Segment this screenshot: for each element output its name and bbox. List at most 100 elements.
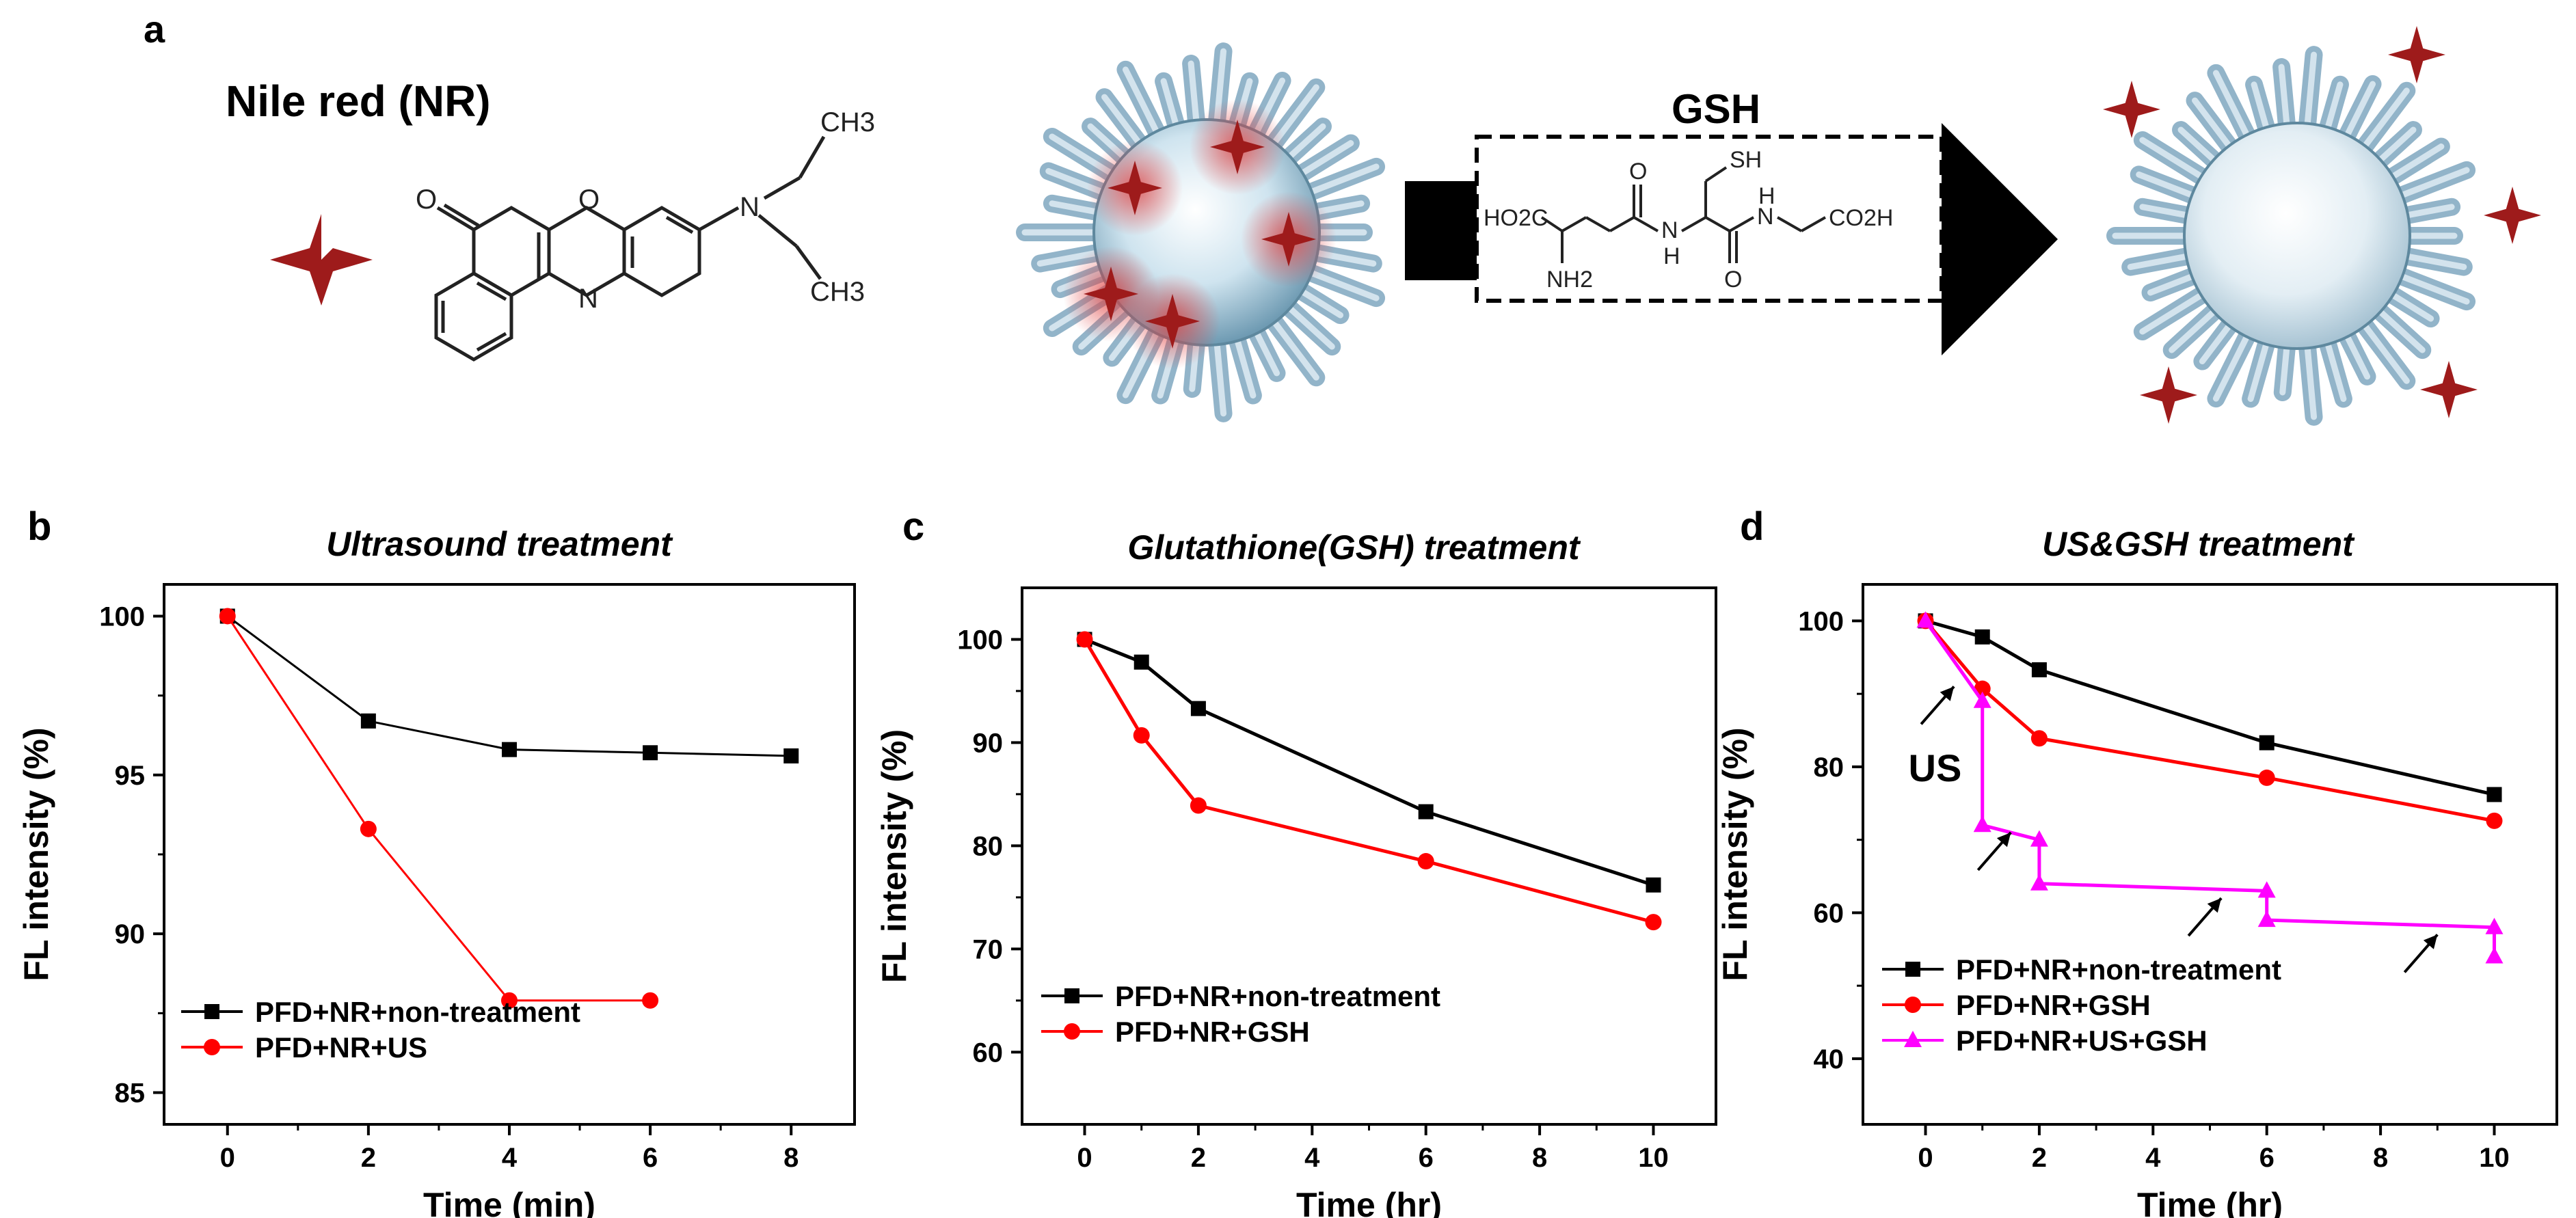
data-point xyxy=(783,748,799,763)
panel-label-c: c xyxy=(902,504,924,549)
y-tick-label: 60 xyxy=(1814,898,1844,928)
legend-label: PFD+NR+non-treatment xyxy=(255,996,580,1028)
legend-marker xyxy=(1905,997,1921,1013)
gsh-o2: O xyxy=(1724,267,1742,293)
gsh-ho2c: HO2C xyxy=(1484,205,1548,231)
data-point xyxy=(2485,947,2504,964)
data-point xyxy=(2485,917,2504,934)
gsh-n2: N xyxy=(1757,204,1774,230)
y-tick-label: 90 xyxy=(115,919,146,949)
y-tick-label: 70 xyxy=(973,934,1004,964)
y-tick-label: 100 xyxy=(957,625,1003,655)
micelle-chain-highlight xyxy=(1265,311,1319,381)
x-axis-label: Time (hr) xyxy=(2137,1186,2283,1218)
panel-a: a Nile red (NR) O N O N CH3 CH3 xyxy=(144,8,2541,426)
gsh-label: GSH xyxy=(1672,86,1760,132)
nr-star-icon xyxy=(1210,120,1265,174)
micelle-chain-highlight xyxy=(2389,269,2470,305)
x-tick-label: 4 xyxy=(1304,1143,1320,1173)
micelle-chain-highlight xyxy=(2139,137,2213,185)
nr-star-icon xyxy=(1261,212,1316,267)
arrow-head-icon xyxy=(2423,934,2438,949)
legend-marker xyxy=(1064,988,1079,1003)
data-point xyxy=(2258,769,2275,786)
data-point xyxy=(502,742,517,757)
nr-star-icon xyxy=(1084,267,1138,321)
data-point xyxy=(2257,881,2276,898)
legend-label: PFD+NR+GSH xyxy=(1956,989,2151,1021)
gsh-o1: O xyxy=(1629,159,1647,185)
series-line xyxy=(1083,638,1654,924)
data-point xyxy=(2257,910,2276,928)
data-point xyxy=(1645,914,1662,931)
micelle-core xyxy=(2183,122,2411,350)
y-tick-label: 60 xyxy=(973,1038,1004,1068)
nr-ring-o: O xyxy=(578,185,600,215)
x-tick-label: 6 xyxy=(1419,1143,1434,1173)
y-axis-label: FL intensity (%) xyxy=(1716,727,1754,981)
x-tick-label: 2 xyxy=(2032,1143,2047,1173)
nr-ch3-top: CH3 xyxy=(820,107,875,137)
gsh-h2: H xyxy=(1758,183,1775,209)
gsh-n1: N xyxy=(1661,217,1678,243)
nile-red-star-icon xyxy=(270,214,373,306)
micelle-chain-highlight xyxy=(2389,167,2470,202)
arrow-head-icon xyxy=(2207,898,2222,913)
gsh-nh2: NH2 xyxy=(1546,267,1593,293)
data-point xyxy=(1418,804,1434,820)
nr-amine-n: N xyxy=(740,192,760,222)
data-point xyxy=(642,992,659,1009)
x-axis-label: Time (hr) xyxy=(1296,1186,1442,1218)
data-point xyxy=(1973,691,1991,708)
nr-star-icon xyxy=(1145,294,1200,349)
data-point xyxy=(501,992,518,1009)
x-tick-label: 10 xyxy=(2479,1143,2510,1173)
data-point xyxy=(2031,662,2047,677)
nr-star-icon xyxy=(1108,161,1162,215)
legend-marker xyxy=(204,1039,220,1055)
legend-label: PFD+NR+GSH xyxy=(1115,1016,1310,1048)
x-tick-label: 8 xyxy=(1532,1143,1547,1173)
y-axis-label: FL intensity (%) xyxy=(17,727,55,981)
micelle-chain-highlight xyxy=(2355,87,2410,157)
legend-marker xyxy=(204,1004,219,1019)
data-point xyxy=(2030,730,2048,747)
nr-star-icon xyxy=(2140,366,2197,424)
micelle-chain-highlight xyxy=(1122,66,1164,144)
micelle-chain-highlight xyxy=(2212,324,2255,402)
gsh-co2h: CO2H xyxy=(1829,205,1893,231)
data-point xyxy=(1190,797,1207,814)
data-point xyxy=(1417,853,1434,870)
x-tick-label: 10 xyxy=(1638,1143,1669,1173)
x-tick-label: 4 xyxy=(502,1143,518,1173)
panel-label-a: a xyxy=(144,8,165,51)
y-tick-label: 100 xyxy=(99,601,145,632)
micelle-chain-highlight xyxy=(1213,331,1227,417)
data-point xyxy=(1646,877,1661,893)
data-point xyxy=(2259,735,2275,750)
data-point xyxy=(1190,701,1206,716)
y-axis-label: FL intensity (%) xyxy=(875,729,913,983)
micelle-chain-highlight xyxy=(1299,163,1380,199)
series-line xyxy=(226,615,792,757)
data-point xyxy=(2486,812,2503,829)
micelle-chain-highlight xyxy=(2355,314,2410,384)
micelle-chain-highlight xyxy=(2303,334,2318,420)
x-tick-label: 4 xyxy=(2145,1143,2161,1173)
nr-ch3-bottom: CH3 xyxy=(810,277,865,307)
x-tick-label: 2 xyxy=(361,1143,376,1173)
arrow-head-icon xyxy=(1940,686,1955,701)
panel-label-b: b xyxy=(27,504,51,549)
x-tick-label: 0 xyxy=(1077,1143,1092,1173)
data-point xyxy=(1973,815,1991,833)
gsh-sh: SH xyxy=(1730,147,1762,173)
y-tick-label: 95 xyxy=(115,761,146,791)
chart-b: Ultrasound treatment 0 2 4 6 8 85 90 95 100 Time (… xyxy=(17,525,856,1218)
y-tick-label: 80 xyxy=(973,831,1004,861)
data-point xyxy=(1133,727,1150,744)
nr-star-icon xyxy=(2103,81,2160,138)
us-annotation: US xyxy=(1909,746,1962,789)
y-tick-label: 80 xyxy=(1814,753,1844,783)
x-tick-label: 8 xyxy=(2373,1143,2388,1173)
